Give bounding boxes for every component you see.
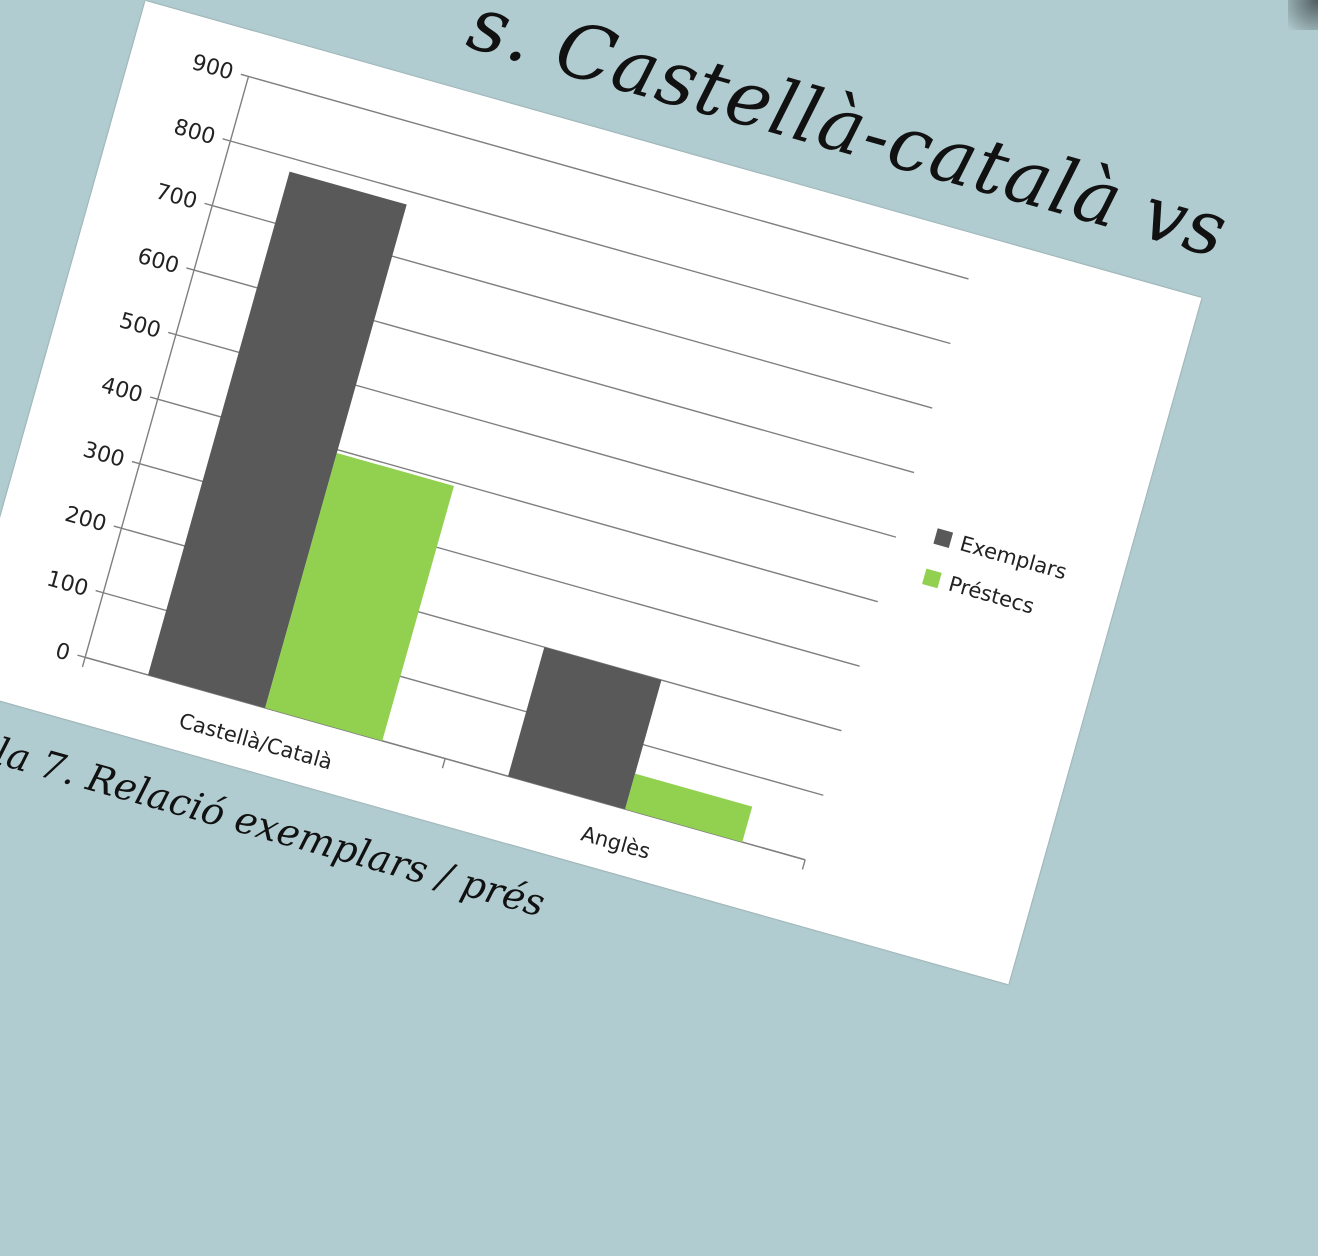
bar-prstecs-1 [625, 773, 753, 843]
y-axis [84, 76, 250, 658]
y-tick-label: 400 [98, 373, 145, 408]
bar-exemplars-0 [148, 171, 407, 708]
gridline [248, 75, 969, 280]
y-tick-mark [95, 589, 104, 594]
y-tick-label: 300 [80, 437, 127, 472]
y-tick-mark [168, 331, 177, 336]
x-category-label: Anglès [579, 822, 653, 864]
y-tick-label: 500 [116, 308, 163, 343]
corner-shadow [1288, 0, 1318, 30]
y-tick-mark [222, 138, 231, 142]
y-tick-label: 800 [171, 115, 218, 150]
chart-panel: 0 100 200 300 400 500 600 700 800 900 Castellà/Cat… [0, 0, 1202, 985]
x-tick-mark [441, 758, 446, 769]
legend-label-prestecs: Préstecs [945, 571, 1037, 619]
gridline [230, 140, 951, 345]
bar-chart: 0100200300400500600700800900Castellà/Cat… [44, 50, 969, 870]
y-tick-label: 0 [53, 639, 73, 667]
legend-swatch-exemplars [933, 528, 954, 548]
y-tick-mark [149, 396, 158, 400]
y-tick-mark [240, 73, 249, 78]
y-tick-mark [131, 460, 140, 465]
y-tick-mark [113, 525, 122, 529]
bar-prstecs-0 [265, 452, 454, 741]
legend-swatch-prestecs [922, 568, 942, 589]
y-tick-mark [186, 267, 195, 271]
y-tick-label: 200 [62, 502, 109, 537]
y-tick-label: 100 [44, 566, 91, 601]
y-tick-mark [204, 202, 213, 207]
y-tick-mark [77, 654, 86, 658]
y-tick-label: 600 [135, 244, 182, 279]
y-tick-label: 700 [153, 179, 200, 214]
x-tick-mark [801, 859, 806, 870]
y-tick-label: 900 [189, 50, 236, 85]
x-tick-mark [81, 657, 86, 668]
bar-exemplars-1 [508, 647, 662, 810]
